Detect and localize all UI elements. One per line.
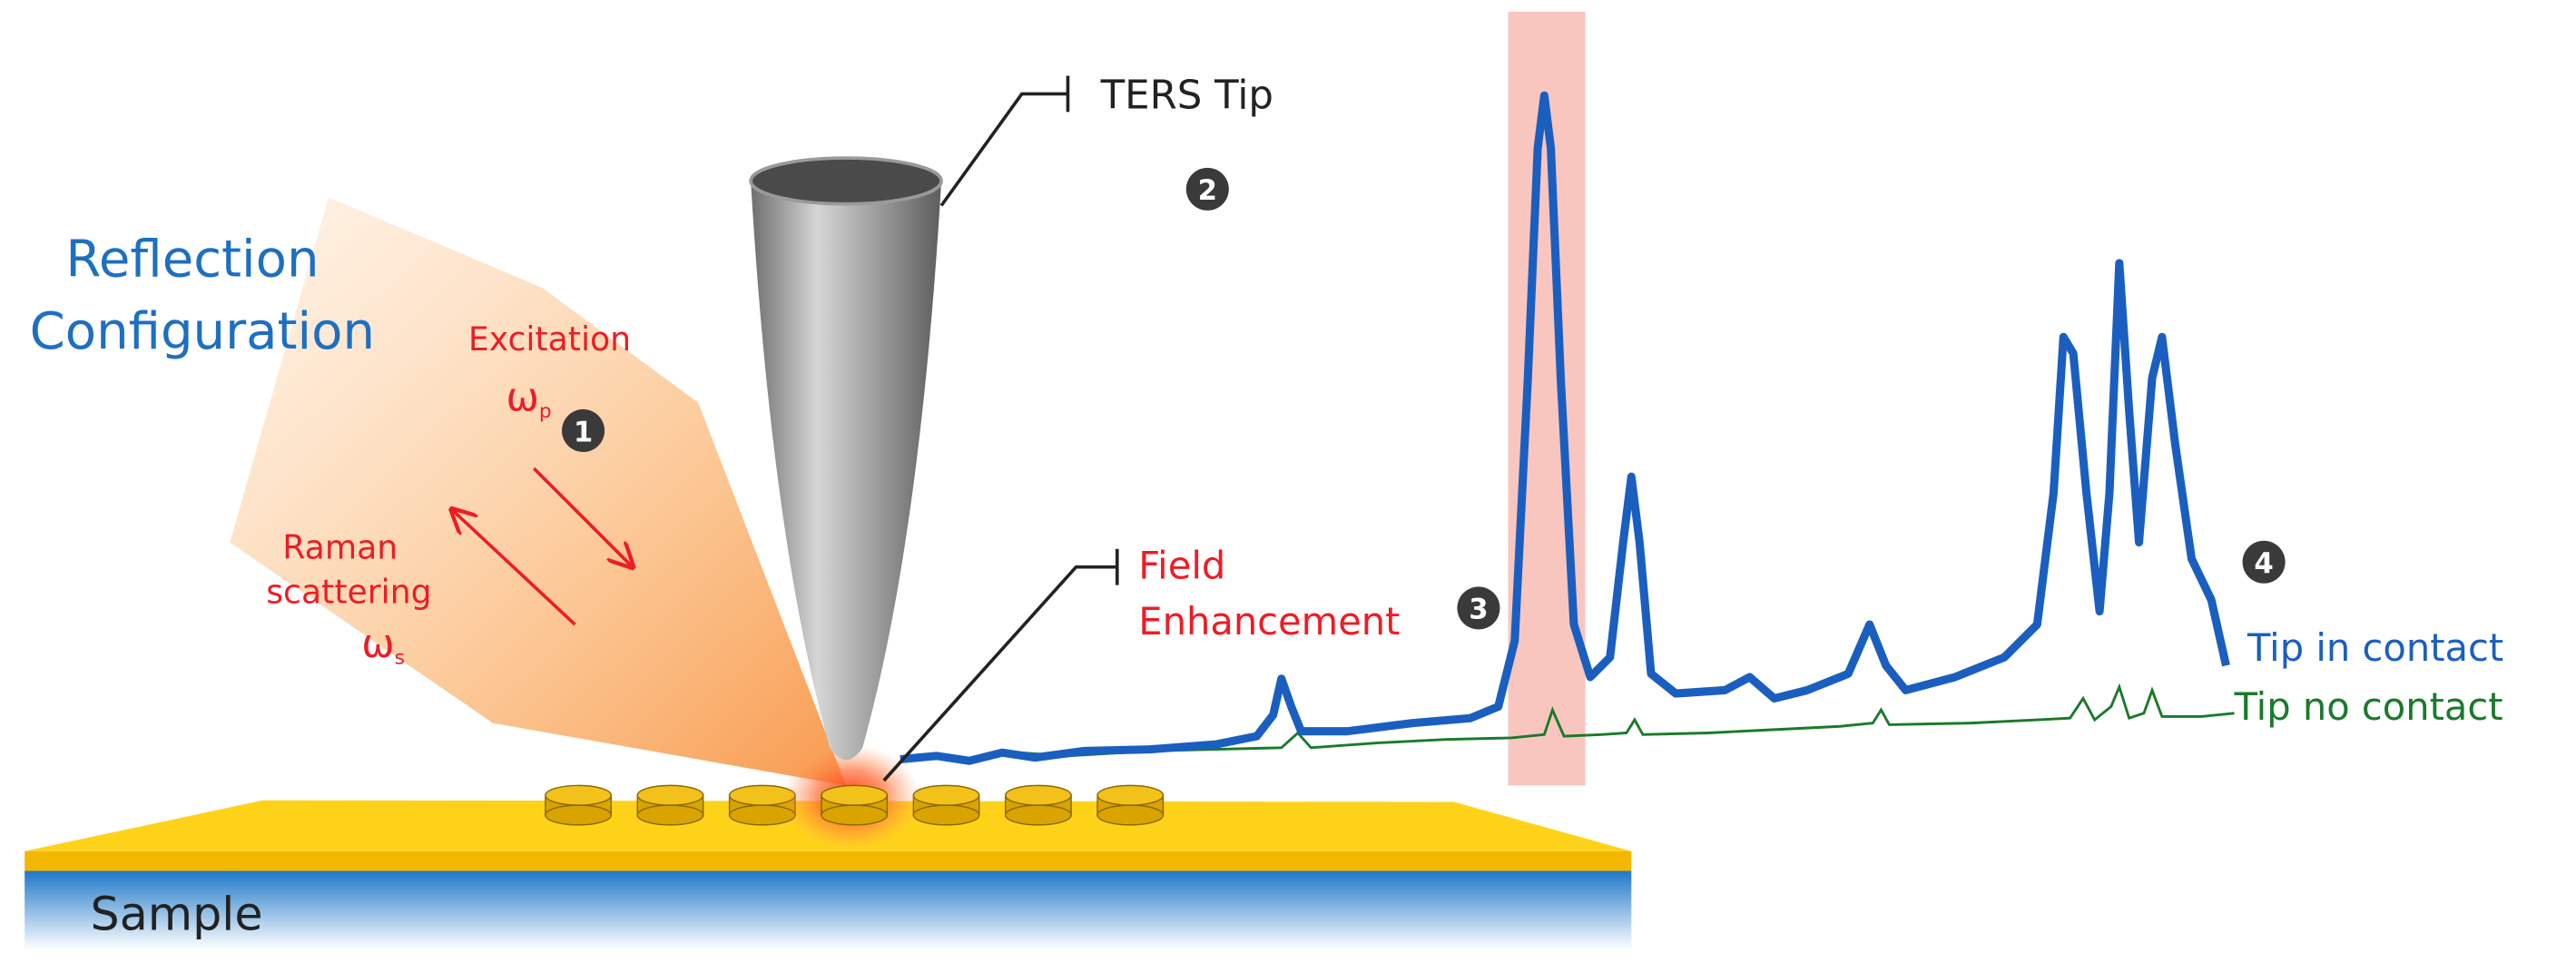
spectrum-no-contact [900,683,2235,761]
title-line: Configuration [30,302,375,361]
nanodiscs [545,784,1165,826]
symbol: ω [361,622,394,667]
tip-leader [939,92,1068,207]
legend-contact: Tip in contact [2247,625,2503,670]
step-number: 4 [2254,547,2273,580]
step-marker: 2 [1185,167,1229,211]
symbol: ω [506,376,538,421]
legend-no-contact: Tip no contact [2234,684,2503,729]
subscript: s [395,646,405,669]
tip-label: TERS Tip [1100,74,1273,119]
tip-opening [749,156,943,206]
step-marker: 3 [1457,586,1500,630]
subscript: p [539,400,552,423]
hot-disc [821,784,889,826]
step-marker: 4 [2242,540,2286,584]
gold-film-edge [25,850,1632,871]
field-leader [882,565,1117,782]
raman-arrow [452,509,576,626]
field-label: Enhancement [1138,599,1400,644]
sample-substrate [25,870,1632,950]
laser-beam [230,197,847,786]
raman-symbol: ωs [361,622,405,669]
excitation-arrow [532,467,633,567]
step-number: 3 [1469,594,1488,626]
excitation-symbol: ωp [506,376,551,423]
excitation-label: Excitation [468,319,631,359]
spectrum-contact [900,91,2230,765]
raman-label: scattering [266,573,431,612]
title-line: Reflection [65,230,319,289]
sample-label: Sample [91,888,263,941]
step-number: 2 [1198,174,1217,207]
field-label: Field [1138,543,1225,587]
step-marker: 1 [562,408,605,452]
step-number: 1 [574,416,593,448]
raman-label: Raman [282,528,398,567]
ters-tip [751,181,942,761]
